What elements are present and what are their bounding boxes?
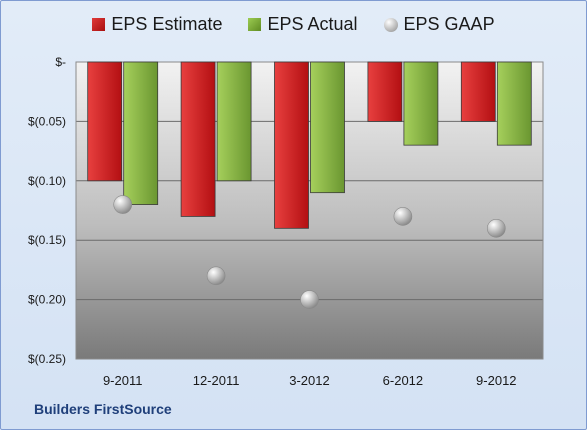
marker-eps-gaap <box>300 290 319 309</box>
legend-label-gaap: EPS GAAP <box>403 14 495 34</box>
legend-swatch-gaap <box>383 17 398 32</box>
legend-label-actual: EPS Actual <box>267 14 358 34</box>
y-tick-label: $(0.15) <box>28 233 66 247</box>
y-tick-label: $(0.25) <box>28 352 66 366</box>
bar-eps-actual <box>216 61 252 182</box>
bar-eps-actual <box>310 61 345 194</box>
legend-item-estimate: EPS Estimate <box>92 14 222 35</box>
bar-eps-actual <box>403 61 439 146</box>
y-tick-label: $(0.10) <box>28 174 66 188</box>
marker-eps-gaap <box>206 266 226 286</box>
bar-eps-actual <box>496 61 532 146</box>
x-tick-label: 9-2012 <box>476 373 516 388</box>
bar-eps-estimate <box>180 61 216 217</box>
marker-eps-gaap <box>486 219 506 238</box>
bar-eps-estimate <box>87 61 123 182</box>
x-tick-label: 6-2012 <box>383 373 423 388</box>
bar-eps-estimate <box>460 61 496 122</box>
legend-label-estimate: EPS Estimate <box>111 14 223 34</box>
bar-eps-actual <box>123 61 159 205</box>
legend-swatch-estimate <box>92 18 106 31</box>
x-tick-label: 9-2011 <box>103 373 143 388</box>
bar-eps-estimate <box>367 61 403 122</box>
company-name: Builders FirstSource <box>34 401 172 417</box>
x-tick-label: 12-2011 <box>193 373 240 388</box>
legend-swatch-actual <box>248 18 262 31</box>
y-tick-label: $(0.20) <box>28 293 66 307</box>
marker-eps-gaap <box>393 207 413 226</box>
bar-eps-estimate <box>274 61 309 229</box>
plot-border <box>75 61 544 360</box>
legend: EPS Estimate EPS Actual EPS GAAP <box>0 14 587 35</box>
legend-item-gaap: EPS GAAP <box>383 14 495 35</box>
x-tick-label: 3-2012 <box>289 373 329 388</box>
y-tick-label: $- <box>55 55 66 69</box>
marker-eps-gaap <box>113 195 132 214</box>
legend-item-actual: EPS Actual <box>248 14 358 35</box>
y-tick-label: $(0.05) <box>28 114 66 128</box>
